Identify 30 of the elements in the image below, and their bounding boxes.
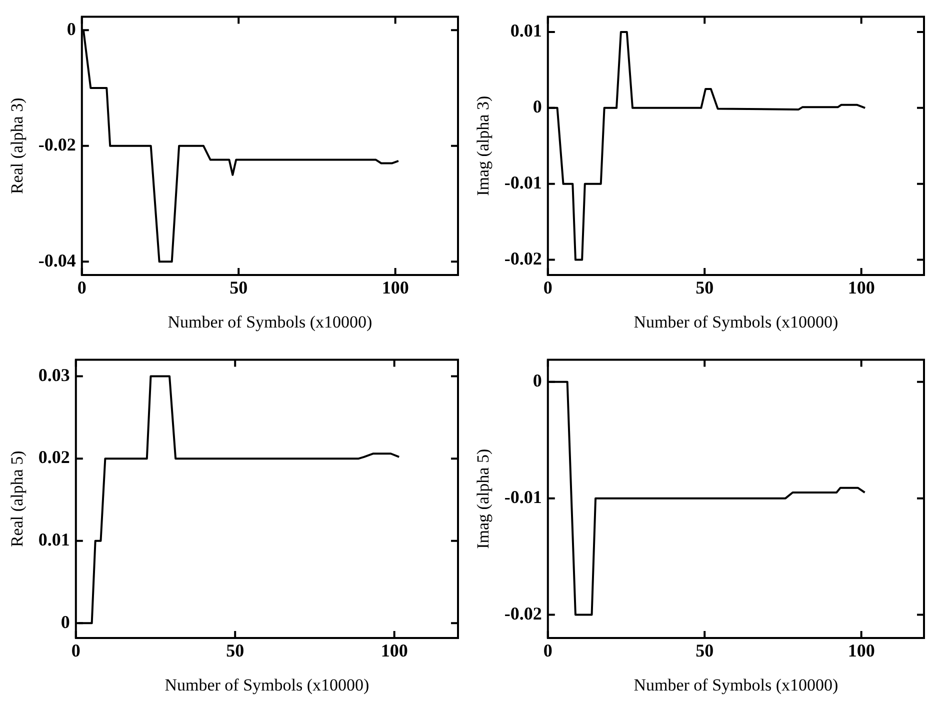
- y-tick-label: 0: [532, 370, 542, 391]
- x-tick-label: 100: [382, 277, 409, 298]
- x-tick-label: 100: [848, 640, 875, 660]
- y-axis-title: Imag (alpha 5): [474, 448, 493, 549]
- y-axis-title: Real (alpha 5): [8, 450, 27, 548]
- x-tick-label: 50: [230, 277, 248, 298]
- y-tick-label: 0.03: [38, 364, 70, 385]
- y-tick-label: -0.01: [504, 486, 542, 507]
- x-axis-title: Number of Symbols (x10000): [164, 675, 370, 694]
- y-tick-label: 0.01: [510, 20, 542, 41]
- y-tick-label: 0: [532, 96, 542, 117]
- x-axis-title: Number of Symbols (x10000): [634, 675, 838, 694]
- y-tick-label: -0.04: [38, 250, 76, 270]
- x-tick-label: 50: [696, 277, 714, 298]
- x-tick-label: 100: [848, 277, 875, 298]
- x-axis-title: Number of Symbols (x10000): [634, 312, 838, 332]
- y-tick-label: 0.01: [38, 530, 70, 550]
- x-tick-label: 50: [696, 640, 714, 660]
- y-tick-label: 0.02: [38, 447, 70, 468]
- x-axis-title: Number of Symbols (x10000): [168, 312, 372, 332]
- x-tick-label: 50: [226, 640, 244, 660]
- y-tick-label: -0.02: [38, 134, 76, 155]
- y-axis-title: Imag (alpha 3): [474, 96, 493, 196]
- y-tick-label: 0: [60, 612, 70, 632]
- y-axis-title: Real (alpha 3): [8, 98, 27, 194]
- x-tick-label: 100: [380, 640, 408, 660]
- y-tick-label: -0.02: [504, 603, 542, 624]
- y-tick-label: -0.01: [504, 172, 542, 193]
- y-tick-label: -0.02: [504, 248, 542, 268]
- y-tick-label: 0: [66, 18, 76, 39]
